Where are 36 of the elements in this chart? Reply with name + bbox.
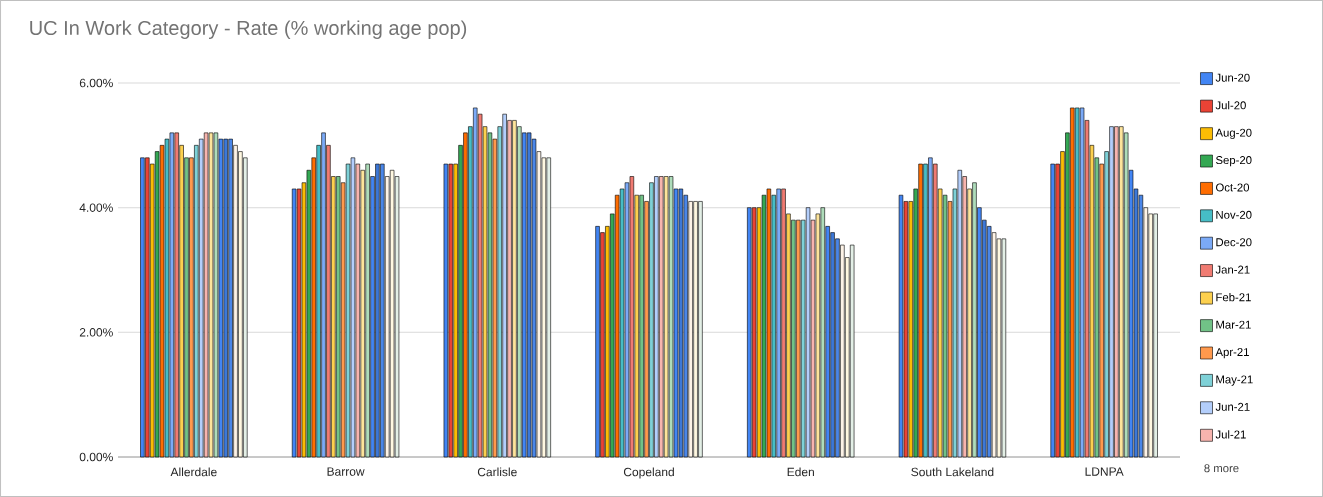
bar	[208, 132, 214, 458]
legend-label: Mar-21	[1216, 320, 1251, 329]
legend-label: Jun-20	[1215, 73, 1250, 82]
text: 8 more	[1204, 464, 1239, 473]
legend-label: Jan-21	[1215, 265, 1250, 274]
bar	[443, 163, 449, 458]
y-tick-label: 4.00%	[79, 203, 113, 212]
x-tick-label: LDNPA	[1085, 467, 1124, 476]
legend-label: Aug-20	[1215, 128, 1252, 139]
legend-label: Nov-20	[1216, 210, 1252, 219]
bar	[805, 207, 811, 458]
legend-label: Oct-20	[1216, 183, 1250, 192]
legend-label: Apr-21	[1215, 348, 1249, 359]
legend-label: May-21	[1216, 375, 1253, 386]
bar	[291, 188, 297, 458]
legend-label: Feb-21	[1216, 292, 1251, 302]
legend-label: Sep-20	[1215, 156, 1252, 167]
bar	[668, 176, 674, 458]
y-tick-label: 2.00%	[79, 328, 113, 337]
chart-title: UC In Work Category - Rate (% working age pop)	[30, 20, 467, 40]
y-tick-label: 0.00%	[79, 452, 113, 462]
x-tick-label: South Lakeland	[911, 467, 994, 477]
bar	[203, 132, 209, 458]
y-tick-label: 6.00%	[79, 78, 113, 88]
bar	[849, 244, 855, 458]
legend-label: Dec-20	[1216, 238, 1252, 247]
x-tick-label: Carlisle	[477, 467, 517, 477]
x-tick-label: Copeland	[623, 467, 674, 479]
x-tick-label: Allerdale	[170, 467, 217, 477]
legend-label: Jul-21	[1215, 430, 1246, 439]
legend-label: Jul-20	[1215, 101, 1246, 110]
x-tick-label: Eden	[787, 467, 814, 477]
bar	[751, 207, 757, 458]
x-tick-label: Barrow	[327, 467, 365, 476]
bar	[898, 194, 904, 458]
legend-label: Jun-21	[1215, 402, 1250, 411]
